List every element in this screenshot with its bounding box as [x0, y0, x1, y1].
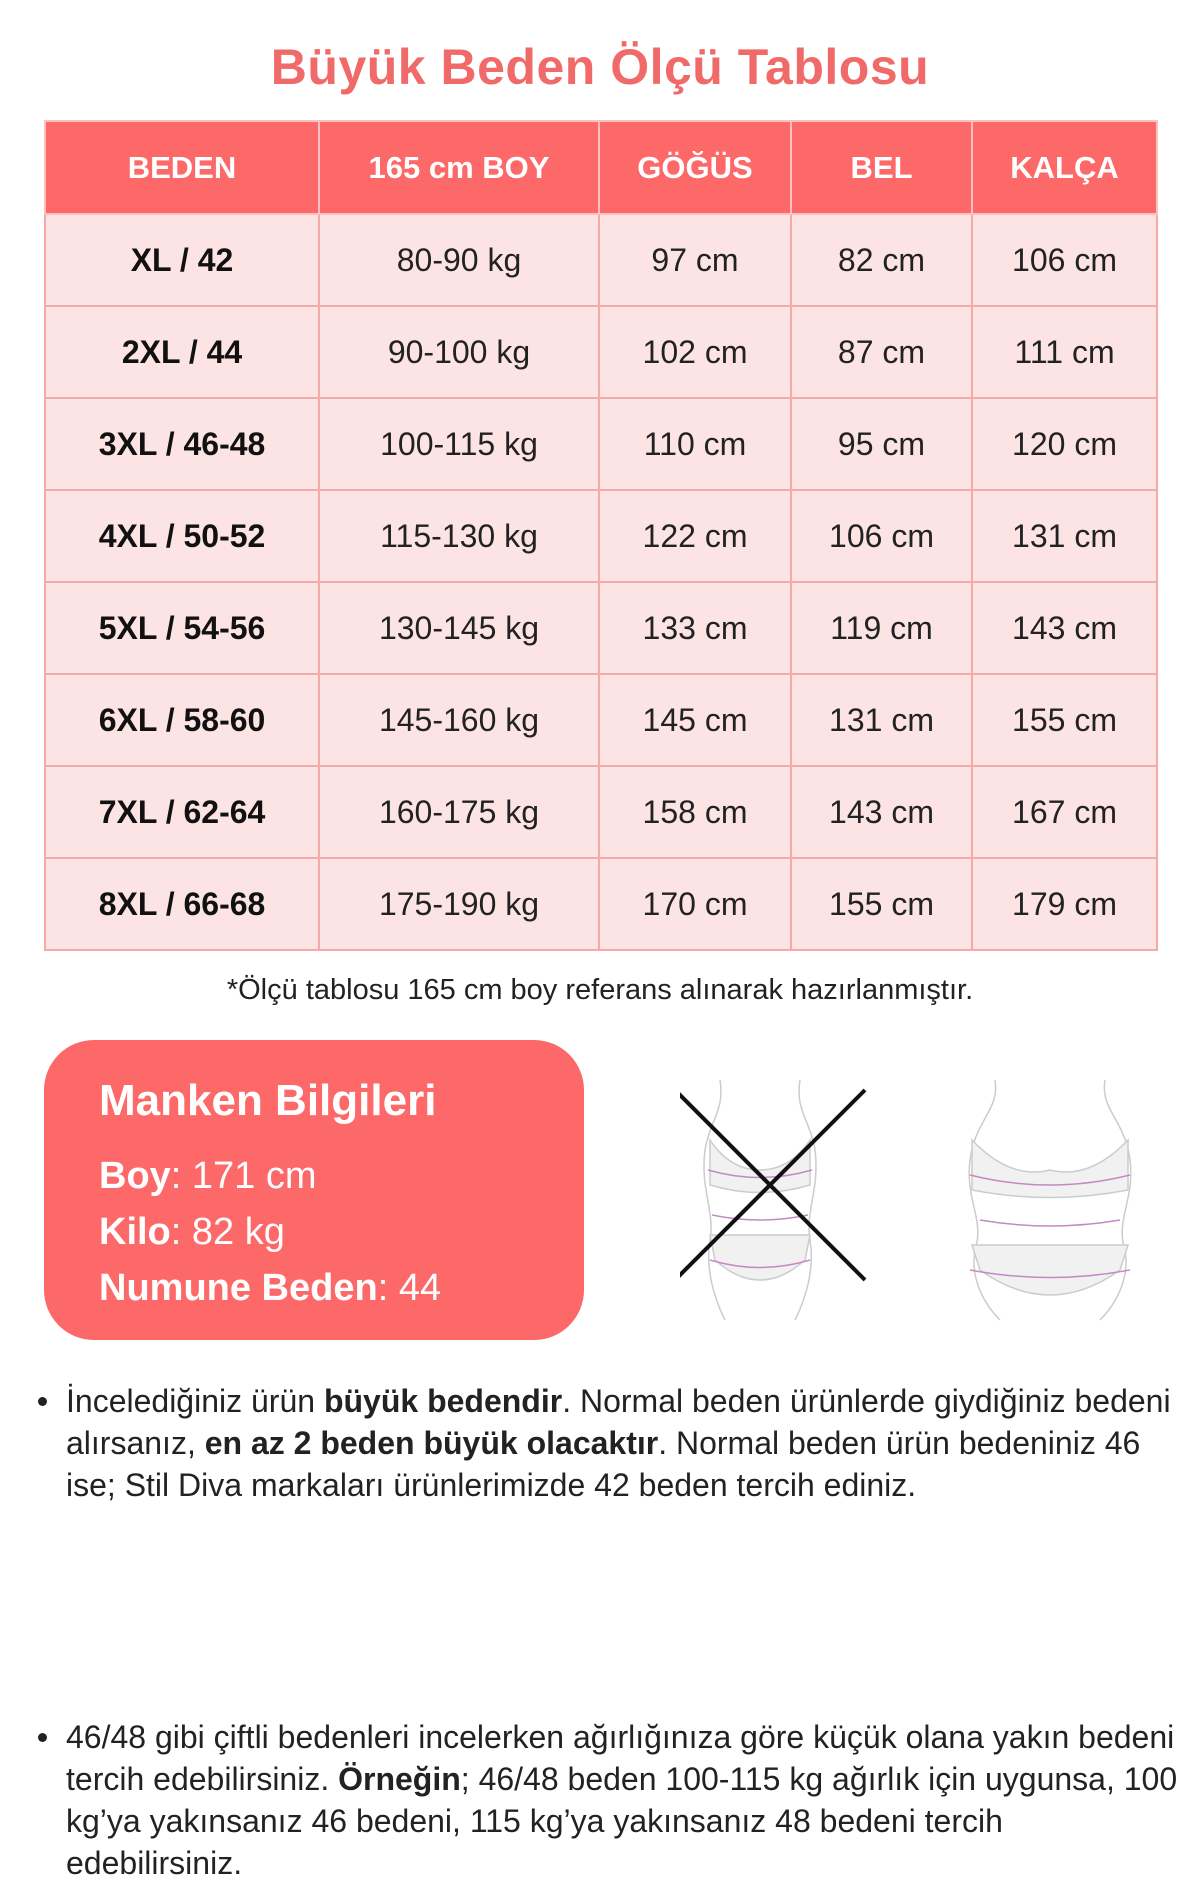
value-cell: 143 cm: [971, 581, 1158, 675]
value-cell: 90-100 kg: [318, 305, 600, 399]
column-header: GÖĞÜS: [598, 120, 792, 215]
table-row: 8XL / 66-68 175-190 kg 170 cm 155 cm 179 cm: [44, 857, 1158, 951]
value: : 171 cm: [170, 1155, 317, 1197]
value-cell: 131 cm: [971, 489, 1158, 583]
model-info-title: Manken Bilgileri: [99, 1076, 437, 1125]
value-cell: 155 cm: [971, 673, 1158, 767]
table-row: 3XL / 46-48 100-115 kg 110 cm 95 cm 120 cm: [44, 397, 1158, 491]
label: Boy: [99, 1155, 171, 1197]
table-row: 2XL / 44 90-100 kg 102 cm 87 cm 111 cm: [44, 305, 1158, 399]
value-cell: 179 cm: [971, 857, 1158, 951]
body-figure-wrong-icon: [703, 1079, 817, 1321]
model-weight: Kilo: 82 kg: [99, 1204, 584, 1260]
value-cell: 80-90 kg: [318, 213, 600, 307]
value-cell: 95 cm: [790, 397, 973, 491]
body-shape-illustration: [680, 1079, 1132, 1321]
table-row: 7XL / 62-64 160-175 kg 158 cm 143 cm 167 cm: [44, 765, 1158, 859]
value-cell: 143 cm: [790, 765, 973, 859]
column-header: KALÇA: [971, 120, 1158, 215]
text: 46/48 gibi çiftli bedenleri incelerken a…: [66, 1719, 1175, 1797]
value-cell: 175-190 kg: [318, 857, 600, 951]
size-cell: 4XL / 50-52: [44, 489, 320, 583]
size-cell: 2XL / 44: [44, 305, 320, 399]
value: : 44: [377, 1267, 442, 1309]
table-row: 4XL / 50-52 115-130 kg 122 cm 106 cm 131 cm: [44, 489, 1158, 583]
model-info-card: Manken Bilgileri Boy: 171 cm Kilo: 82 kg…: [44, 1040, 584, 1340]
model-sample-size: Numune Beden: 44: [99, 1260, 584, 1316]
size-cell: 5XL / 54-56: [44, 581, 320, 675]
label: Kilo: [99, 1211, 171, 1253]
cross-mark-icon: [680, 1088, 867, 1282]
value-cell: 145 cm: [598, 673, 792, 767]
value-cell: 111 cm: [971, 305, 1158, 399]
text-bold: Örneğin: [338, 1761, 461, 1797]
value-cell: 122 cm: [598, 489, 792, 583]
value-cell: 119 cm: [790, 581, 973, 675]
value-cell: 97 cm: [598, 213, 792, 307]
column-header: BEDEN: [44, 120, 320, 215]
column-header: 165 cm BOY: [318, 120, 600, 215]
value-cell: 160-175 kg: [318, 765, 600, 859]
table-row: 6XL / 58-60 145-160 kg 145 cm 131 cm 155 cm: [44, 673, 1158, 767]
label: Numune Beden: [99, 1267, 378, 1309]
value-cell: 87 cm: [790, 305, 973, 399]
value-cell: 130-145 kg: [318, 581, 600, 675]
text: . Normal beden ürünlerde giydiğiniz bede…: [66, 1383, 1171, 1461]
value-cell: 120 cm: [971, 397, 1158, 491]
text-bold: en az 2 beden büyük olacaktır: [204, 1425, 659, 1461]
value-cell: 115-130 kg: [318, 489, 600, 583]
info-bullet-1: İncelediğiniz ürün büyük bedendir. Norma…: [30, 1380, 1180, 1506]
value-cell: 106 cm: [971, 213, 1158, 307]
info-bullet-2: 46/48 gibi çiftli bedenleri incelerken a…: [30, 1716, 1180, 1884]
page-title: Büyük Beden Ölçü Tablosu: [270, 39, 930, 95]
value-cell: 155 cm: [790, 857, 973, 951]
value-cell: 82 cm: [790, 213, 973, 307]
text: İncelediğiniz ürün: [66, 1383, 324, 1419]
size-cell: 8XL / 66-68: [44, 857, 320, 951]
value: : 82 kg: [170, 1211, 285, 1253]
value-cell: 158 cm: [598, 765, 792, 859]
text: . Normal beden ürün bedeniniz 46 ise; St…: [66, 1425, 1141, 1503]
value-cell: 110 cm: [598, 397, 792, 491]
table-row: XL / 42 80-90 kg 97 cm 82 cm 106 cm: [44, 213, 1158, 307]
table-row: 5XL / 54-56 130-145 kg 133 cm 119 cm 143 cm: [44, 581, 1158, 675]
value-cell: 167 cm: [971, 765, 1158, 859]
size-cell: 6XL / 58-60: [44, 673, 320, 767]
value-cell: 131 cm: [790, 673, 973, 767]
size-table: BEDEN 165 cm BOY GÖĞÜS BEL KALÇA XL / 42 80-9…: [44, 120, 1158, 951]
size-cell: 3XL / 46-48: [44, 397, 320, 491]
size-cell: XL / 42: [44, 213, 320, 307]
value-cell: 170 cm: [598, 857, 792, 951]
column-header: BEL: [790, 120, 973, 215]
value-cell: 102 cm: [598, 305, 792, 399]
table-header-row: BEDEN 165 cm BOY GÖĞÜS BEL KALÇA: [44, 120, 1158, 215]
size-cell: 7XL / 62-64: [44, 765, 320, 859]
text-bold: büyük bedendir: [323, 1383, 563, 1419]
value-cell: 106 cm: [790, 489, 973, 583]
model-height: Boy: 171 cm: [99, 1148, 584, 1204]
table-footnote: *Ölçü tablosu 165 cm boy referans alınar…: [226, 974, 974, 1006]
value-cell: 145-160 kg: [318, 673, 600, 767]
body-figure-correct-icon: [968, 1079, 1132, 1321]
value-cell: 133 cm: [598, 581, 792, 675]
value-cell: 100-115 kg: [318, 397, 600, 491]
